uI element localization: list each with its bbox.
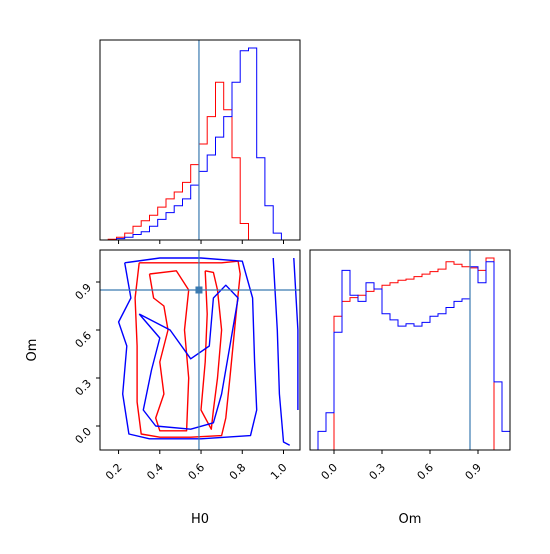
joint-panel: 0.2 0.4 0.6 0.8 1.0 0.0 0.3 0.6 0.9 H0 Om — [25, 249, 301, 527]
y-axis-label-om: Om — [25, 339, 40, 362]
contour-red — [134, 260, 241, 438]
hist-h0-frame — [99, 39, 301, 241]
contour-blue — [117, 257, 258, 440]
joint-y-tick-label: 0.0 — [73, 425, 95, 447]
hist-h0-red-step — [107, 81, 290, 241]
joint-x-tick-label: 1.0 — [268, 461, 290, 483]
hist-om-panel: 0.0 0.3 0.6 0.9 Om — [309, 249, 511, 527]
joint-x-ticks: 0.2 0.4 0.6 0.8 1.0 — [103, 450, 290, 482]
hist-om-tick-label: 0.6 — [415, 461, 437, 483]
joint-y-ticks: 0.0 0.3 0.6 0.9 — [73, 281, 100, 447]
joint-truth-marker — [195, 286, 203, 294]
contour-red — [148, 270, 190, 432]
joint-frame — [99, 249, 301, 451]
hist-om-tick-label: 0.0 — [319, 461, 341, 483]
joint-x-tick-label: 0.8 — [227, 461, 249, 483]
hist-h0-ticks — [118, 240, 285, 244]
contour-blue — [138, 284, 239, 430]
hist-om-blue-step — [317, 261, 511, 450]
contour-blue — [293, 257, 299, 410]
hist-om-series — [317, 257, 511, 451]
hist-om-x-ticks: 0.0 0.3 0.6 0.9 — [319, 450, 485, 483]
joint-x-tick-label: 0.6 — [186, 461, 208, 483]
joint-y-tick-label: 0.9 — [73, 281, 95, 303]
joint-x-tick-label: 0.2 — [103, 461, 125, 483]
x-axis-label-om: Om — [399, 512, 422, 527]
hist-h0-panel — [99, 39, 301, 244]
joint-y-tick-label: 0.3 — [73, 377, 95, 399]
hist-om-tick-label: 0.9 — [463, 461, 485, 483]
contour-blue — [272, 257, 291, 446]
joint-x-tick-label: 0.4 — [144, 461, 166, 483]
hist-om-red-step — [318, 257, 510, 451]
joint-contours — [117, 257, 299, 446]
hist-om-frame — [309, 249, 511, 451]
contour-red — [200, 270, 223, 430]
joint-y-tick-label: 0.6 — [73, 329, 95, 351]
hist-om-tick-label: 0.3 — [367, 461, 389, 483]
x-axis-label-h0: H0 — [191, 512, 209, 527]
